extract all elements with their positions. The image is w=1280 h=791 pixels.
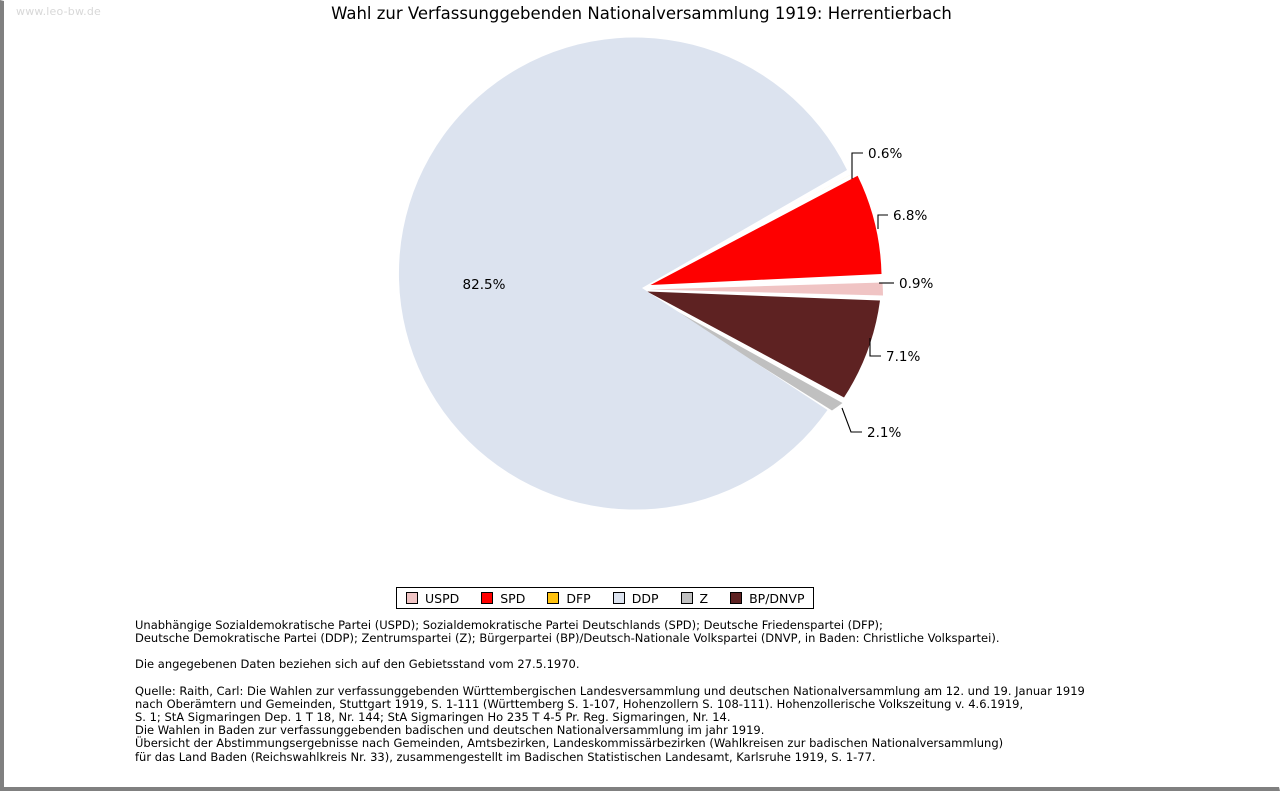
legend-item-uspd[interactable]: USPD xyxy=(406,591,459,606)
pie-label-ddp: 82.5% xyxy=(463,277,506,293)
pie-label-spd: 6.8% xyxy=(893,208,927,224)
legend-swatch-spd xyxy=(481,592,494,604)
pie-slice-bpdnvp[interactable] xyxy=(647,291,880,398)
pie-chart-svg: 0.6% 6.8% 0.9% 7.1% 2.1% 82.5% xyxy=(398,37,933,510)
pie-chart: 0.6% 6.8% 0.9% 7.1% 2.1% 82.5% xyxy=(4,1,1279,581)
leader-line-bpdnvp xyxy=(869,338,881,357)
legend-item-dfp[interactable]: DFP xyxy=(547,590,591,606)
footnote-parties: Unabhängige Sozialdemokratische Partei (… xyxy=(135,618,1085,646)
legend-label-spd: SPD xyxy=(500,590,526,606)
legend-swatch-ddp xyxy=(612,592,625,604)
legend-item-spd[interactable]: SPD xyxy=(481,591,525,606)
footnote-source-line-5: Übersicht der Abstimmungsergebnisse nach… xyxy=(135,736,1004,751)
chart-legend: USPD SPD DFP DDP Z BP/DNVP xyxy=(396,587,815,609)
pie-slice-uspd[interactable] xyxy=(649,282,883,296)
pie-slice-spd[interactable] xyxy=(650,175,882,285)
legend-label-uspd: USPD xyxy=(425,590,460,606)
pie-label-z: 2.1% xyxy=(867,425,901,441)
leader-line-dfp xyxy=(851,152,863,179)
legend-label-bpdnvp: BP/DNVP xyxy=(749,590,805,606)
legend-label-z: Z xyxy=(699,590,709,606)
legend-swatch-z xyxy=(680,592,693,604)
page-title: Wahl zur Verfassunggebenden Nationalvers… xyxy=(331,4,952,23)
legend-item-ddp[interactable]: DDP xyxy=(612,590,659,606)
legend-label-dfp: DFP xyxy=(566,590,591,606)
legend-item-bpdnvp[interactable]: BP/DNVP xyxy=(730,591,804,606)
pie-label-dfp: 0.6% xyxy=(868,146,902,162)
footnotes: Unabhängige Sozialdemokratische Partei (… xyxy=(135,618,1085,764)
legend-swatch-bpdnvp xyxy=(730,592,743,604)
footnote-source-line-4: Die Wahlen in Baden zur verfassunggebend… xyxy=(135,723,765,738)
legend-swatch-dfp xyxy=(547,592,560,604)
footnote-source-line-3: S. 1; StA Sigmaringen Dep. 1 T 18, Nr. 1… xyxy=(135,710,731,725)
footnote-territory-line-1: Die angegebenen Daten beziehen sich auf … xyxy=(135,657,580,672)
pie-slice-ddp[interactable] xyxy=(398,37,847,510)
legend-label-ddp: DDP xyxy=(631,590,659,606)
footnote-source-line-6: für das Land Baden (Reichswahlkreis Nr. … xyxy=(135,749,876,764)
footnote-territory: Die angegebenen Daten beziehen sich auf … xyxy=(135,658,1085,671)
footnote-source-line-1: Quelle: Raith, Carl: Die Wahlen zur verf… xyxy=(135,683,1085,698)
site-watermark: www.leo-bw.de xyxy=(16,5,102,18)
legend-swatch-uspd xyxy=(406,592,418,604)
footnote-parties-line-1: Unabhängige Sozialdemokratische Partei (… xyxy=(135,618,883,632)
pie-label-bpdnvp: 7.1% xyxy=(886,349,920,365)
legend-item-z[interactable]: Z xyxy=(680,590,709,606)
footnote-parties-line-2: Deutsche Demokratische Partei (DDP); Zen… xyxy=(135,631,1000,646)
pie-slice-dfp[interactable] xyxy=(648,173,854,283)
leader-line-z xyxy=(841,407,862,433)
footnote-source-line-2: nach Oberämtern und Gemeinden, Stuttgart… xyxy=(135,696,1024,711)
footnote-source: Quelle: Raith, Carl: Die Wahlen zur verf… xyxy=(135,683,1085,764)
leader-line-spd xyxy=(877,214,888,229)
pie-label-uspd: 0.9% xyxy=(899,276,933,292)
